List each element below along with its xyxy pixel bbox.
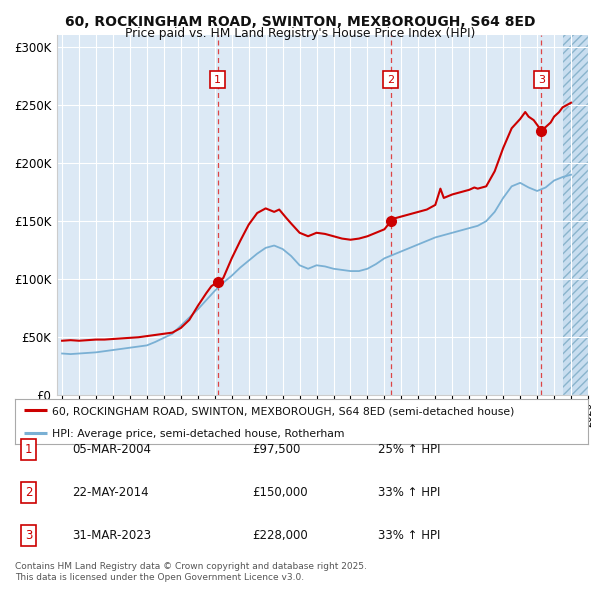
- Text: 2: 2: [25, 486, 32, 499]
- Text: 22-MAY-2014: 22-MAY-2014: [72, 486, 149, 499]
- Text: 60, ROCKINGHAM ROAD, SWINTON, MEXBOROUGH, S64 8ED (semi-detached house): 60, ROCKINGHAM ROAD, SWINTON, MEXBOROUGH…: [52, 407, 515, 417]
- Text: 05-MAR-2004: 05-MAR-2004: [72, 443, 151, 456]
- Text: 33% ↑ HPI: 33% ↑ HPI: [378, 529, 440, 542]
- Text: Contains HM Land Registry data © Crown copyright and database right 2025.
This d: Contains HM Land Registry data © Crown c…: [15, 562, 367, 582]
- Text: 25% ↑ HPI: 25% ↑ HPI: [378, 443, 440, 456]
- Text: 3: 3: [538, 74, 545, 84]
- Text: £150,000: £150,000: [252, 486, 308, 499]
- Text: 31-MAR-2023: 31-MAR-2023: [72, 529, 151, 542]
- Text: 2: 2: [388, 74, 394, 84]
- Text: 33% ↑ HPI: 33% ↑ HPI: [378, 486, 440, 499]
- Text: 1: 1: [25, 443, 32, 456]
- Text: 3: 3: [25, 529, 32, 542]
- Text: 1: 1: [214, 74, 221, 84]
- Text: £228,000: £228,000: [252, 529, 308, 542]
- Text: HPI: Average price, semi-detached house, Rotherham: HPI: Average price, semi-detached house,…: [52, 429, 345, 439]
- Text: Price paid vs. HM Land Registry's House Price Index (HPI): Price paid vs. HM Land Registry's House …: [125, 27, 475, 40]
- Text: 60, ROCKINGHAM ROAD, SWINTON, MEXBOROUGH, S64 8ED: 60, ROCKINGHAM ROAD, SWINTON, MEXBOROUGH…: [65, 15, 535, 29]
- Text: £97,500: £97,500: [252, 443, 301, 456]
- Bar: [563, 35, 596, 395]
